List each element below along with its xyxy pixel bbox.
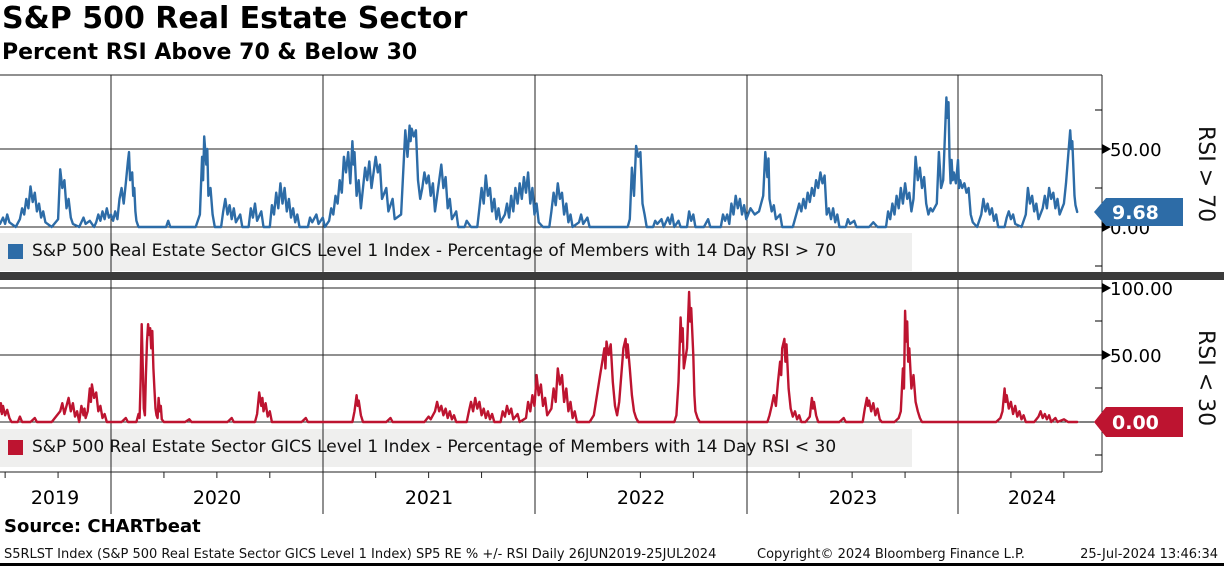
right-axis-labels: 50.00 0.00 100.00 50.00 — [1110, 140, 1173, 367]
x-tick-2022: 2022 — [616, 487, 666, 509]
panel-separator[interactable] — [0, 272, 1224, 280]
page-subtitle: Percent RSI Above 70 & Below 30 — [2, 40, 418, 65]
x-tick-2021: 2021 — [404, 487, 454, 509]
vertical-gridlines — [110, 75, 959, 514]
x-tick-2020: 2020 — [192, 487, 242, 509]
side-label-rsi-above-70: RSI > 70 — [1193, 125, 1218, 223]
legend-label-rsi-above-70: S&P 500 Real Estate Sector GICS Level 1 … — [32, 241, 837, 261]
ytick-top-50: 50.00 — [1110, 140, 1162, 161]
legend-item-rsi-above-70[interactable]: S&P 500 Real Estate Sector GICS Level 1 … — [8, 241, 836, 261]
footer-ticker-info: S5RLST Index (S&P 500 Real Estate Sector… — [4, 547, 717, 562]
window-bottom-edge — [0, 563, 1224, 566]
x-tick-2023: 2023 — [828, 487, 878, 509]
source-label: Source: CHARTbeat — [4, 516, 201, 537]
blue-series-swatch-icon — [8, 243, 23, 259]
last-value-tag-top: 9.68 — [1094, 198, 1183, 226]
side-label-rsi-below-30: RSI < 30 — [1193, 329, 1218, 427]
rsi-below-30-series — [0, 290, 1079, 424]
legend-label-rsi-below-30: S&P 500 Real Estate Sector GICS Level 1 … — [32, 437, 837, 457]
x-axis-minor-ticks — [4, 472, 1065, 478]
page-title: S&P 500 Real Estate Sector — [2, 1, 468, 36]
ytick-bottom-100: 100.00 — [1110, 279, 1173, 300]
last-value-tag-bottom-shape — [1094, 407, 1183, 437]
footer-copyright: Copyright© 2024 Bloomberg Finance L.P. — [757, 547, 1025, 562]
last-value-bottom: 0.00 — [1112, 412, 1159, 434]
red-series-swatch-icon — [8, 439, 23, 455]
x-tick-2024: 2024 — [1007, 487, 1057, 509]
legend-bands — [0, 233, 912, 467]
legend-item-rsi-below-30[interactable]: S&P 500 Real Estate Sector GICS Level 1 … — [8, 437, 836, 457]
footer-timestamp: 25-Jul-2024 13:46:34 — [1080, 547, 1218, 562]
horizontal-gridlines — [0, 74, 1102, 473]
rsi-above-70-series — [0, 96, 1079, 229]
last-value-tag-top-shape — [1094, 198, 1183, 226]
ytick-bottom-50: 50.00 — [1110, 346, 1162, 367]
last-value-tag-bottom: 0.00 — [1094, 407, 1183, 437]
x-tick-2019: 2019 — [30, 487, 80, 509]
last-value-top: 9.68 — [1112, 202, 1159, 224]
